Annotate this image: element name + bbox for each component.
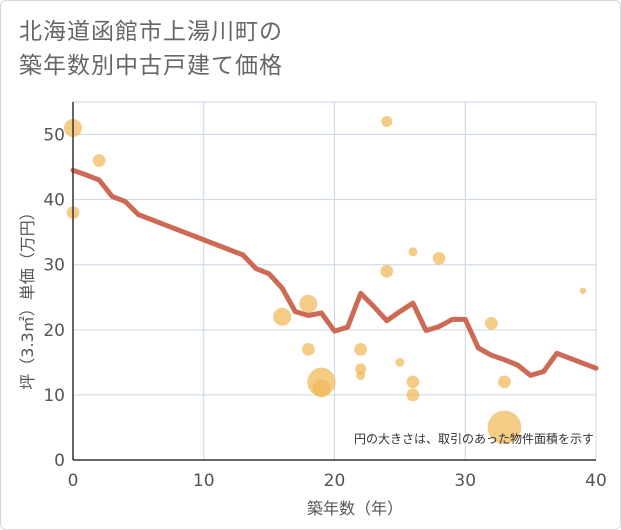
bubble-series (64, 116, 587, 445)
y-tick-label: 50 (43, 126, 65, 146)
x-tick-label: 30 (454, 471, 476, 491)
y-tick-label: 20 (43, 321, 65, 341)
y-tick-label: 10 (43, 386, 65, 406)
bubble-point (273, 307, 292, 326)
bubble-point (312, 379, 331, 398)
bubble-point (92, 154, 106, 167)
grid-lines (72, 101, 597, 461)
y-axis-label: 坪（3.3㎡）単価（万円） (18, 204, 37, 389)
bubble-point (354, 342, 368, 356)
y-tick-label: 0 (54, 451, 65, 471)
x-tick-label: 10 (193, 471, 215, 491)
bubble-point (498, 375, 511, 389)
bubble-size-note: 円の大きさは、取引のあった物件面積を示す (354, 431, 594, 446)
x-axis-label: 築年数（年） (307, 499, 403, 518)
bubble-point (380, 264, 394, 278)
x-tick-label: 40 (585, 471, 607, 491)
tick-labels: 0 10 20 30 40 0 10 20 30 40 50 (43, 126, 606, 491)
bubble-point (485, 316, 498, 330)
axes (72, 102, 596, 461)
trend-line (70, 167, 599, 378)
bubble-point (299, 294, 318, 313)
chart-title-line-2: 築年数別中古戸建て価格 (19, 53, 283, 79)
bubble-point (356, 370, 366, 380)
trend-series (70, 167, 599, 378)
bubble-point (408, 247, 418, 257)
bubble-point (406, 375, 420, 389)
chart-title: 北海道函館市上湯川町の 築年数別中古戸建て価格 (19, 15, 283, 83)
bubble-point (579, 287, 587, 294)
bubble-point (355, 363, 367, 375)
x-tick-label: 0 (68, 471, 79, 491)
bubble-point (301, 342, 315, 356)
bubble-point (406, 388, 420, 402)
y-tick-label: 40 (43, 191, 65, 211)
bubble-point (395, 357, 405, 367)
bubble-point (381, 116, 393, 128)
y-tick-label: 30 (43, 256, 65, 276)
bubble-point (487, 410, 522, 445)
chart-title-line-1: 北海道函館市上湯川町の (19, 19, 283, 45)
x-tick-label: 20 (324, 471, 346, 491)
bubble-point (432, 251, 446, 265)
